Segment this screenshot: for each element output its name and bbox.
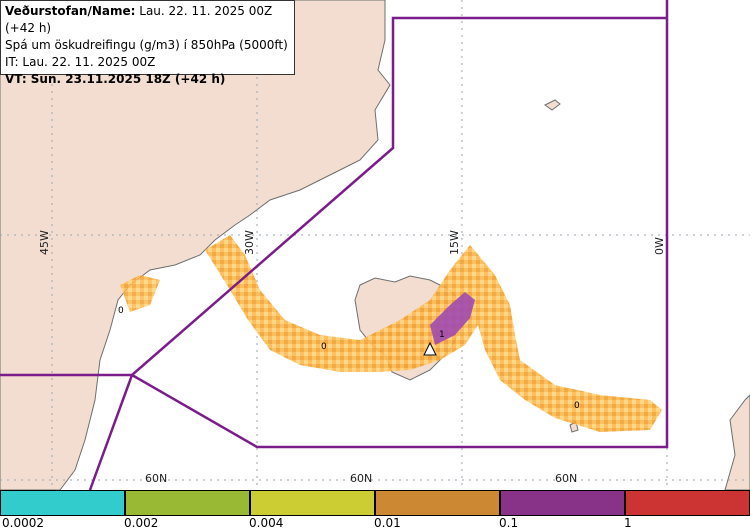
contour-label: 0 (118, 306, 124, 316)
volcano-marker-icon (423, 341, 437, 356)
legend-swatch (0, 490, 125, 516)
legend-label: 0.1 (499, 516, 519, 530)
legend-label: 0.0002 (2, 516, 44, 530)
legend-color-bar (0, 490, 750, 516)
legend-label: 0.002 (124, 516, 159, 530)
concentration-legend: 0.0002 0.002 0.004 0.01 0.1 1 (0, 490, 750, 532)
norway-coast (724, 394, 750, 491)
legend-swatch (125, 490, 250, 516)
contour-label: 0 (321, 342, 327, 352)
parallel-label: 60N (555, 472, 577, 485)
contour-label: 0 (574, 401, 580, 411)
meridian-label: 15W (448, 230, 461, 255)
meridian-label: 0W (653, 237, 666, 255)
meridian-label: 45W (38, 230, 51, 255)
parallel-label: 60N (350, 472, 372, 485)
contour-label: 1 (439, 330, 445, 340)
greenland-landmass (0, 0, 391, 491)
ash-plume-west-patch (120, 275, 160, 312)
vaac-boundary-line (0, 0, 669, 491)
issue-time: Lau. 22. 11. 2025 00Z (+42 h) (5, 4, 273, 35)
info-line-name: Veðurstofan/Name: Lau. 22. 11. 2025 00Z … (5, 3, 290, 37)
issuer-label: Veðurstofan/Name: (5, 4, 136, 18)
legend-swatch (250, 490, 375, 516)
info-line-product: Spá um öskudreifingu (g/m3) í 850hPa (50… (5, 38, 288, 52)
legend-swatch (500, 490, 625, 516)
info-line-valid-time: VT: Sun. 23.11.2025 18Z (+42 h) (5, 72, 226, 86)
ash-high-concentration (430, 292, 475, 345)
legend-swatch (625, 490, 750, 516)
small-island-northeast (544, 99, 561, 111)
legend-label: 1 (624, 516, 632, 530)
legend-label: 0.004 (249, 516, 284, 530)
forecast-info-box: Veðurstofan/Name: Lau. 22. 11. 2025 00Z … (0, 0, 295, 86)
meridian-label: 30W (243, 230, 256, 255)
legend-label: 0.01 (374, 516, 401, 530)
parallel-label: 60N (145, 472, 167, 485)
info-line-initial-time: IT: Lau. 22. 11. 2025 00Z (5, 55, 156, 69)
legend-swatch (375, 490, 500, 516)
